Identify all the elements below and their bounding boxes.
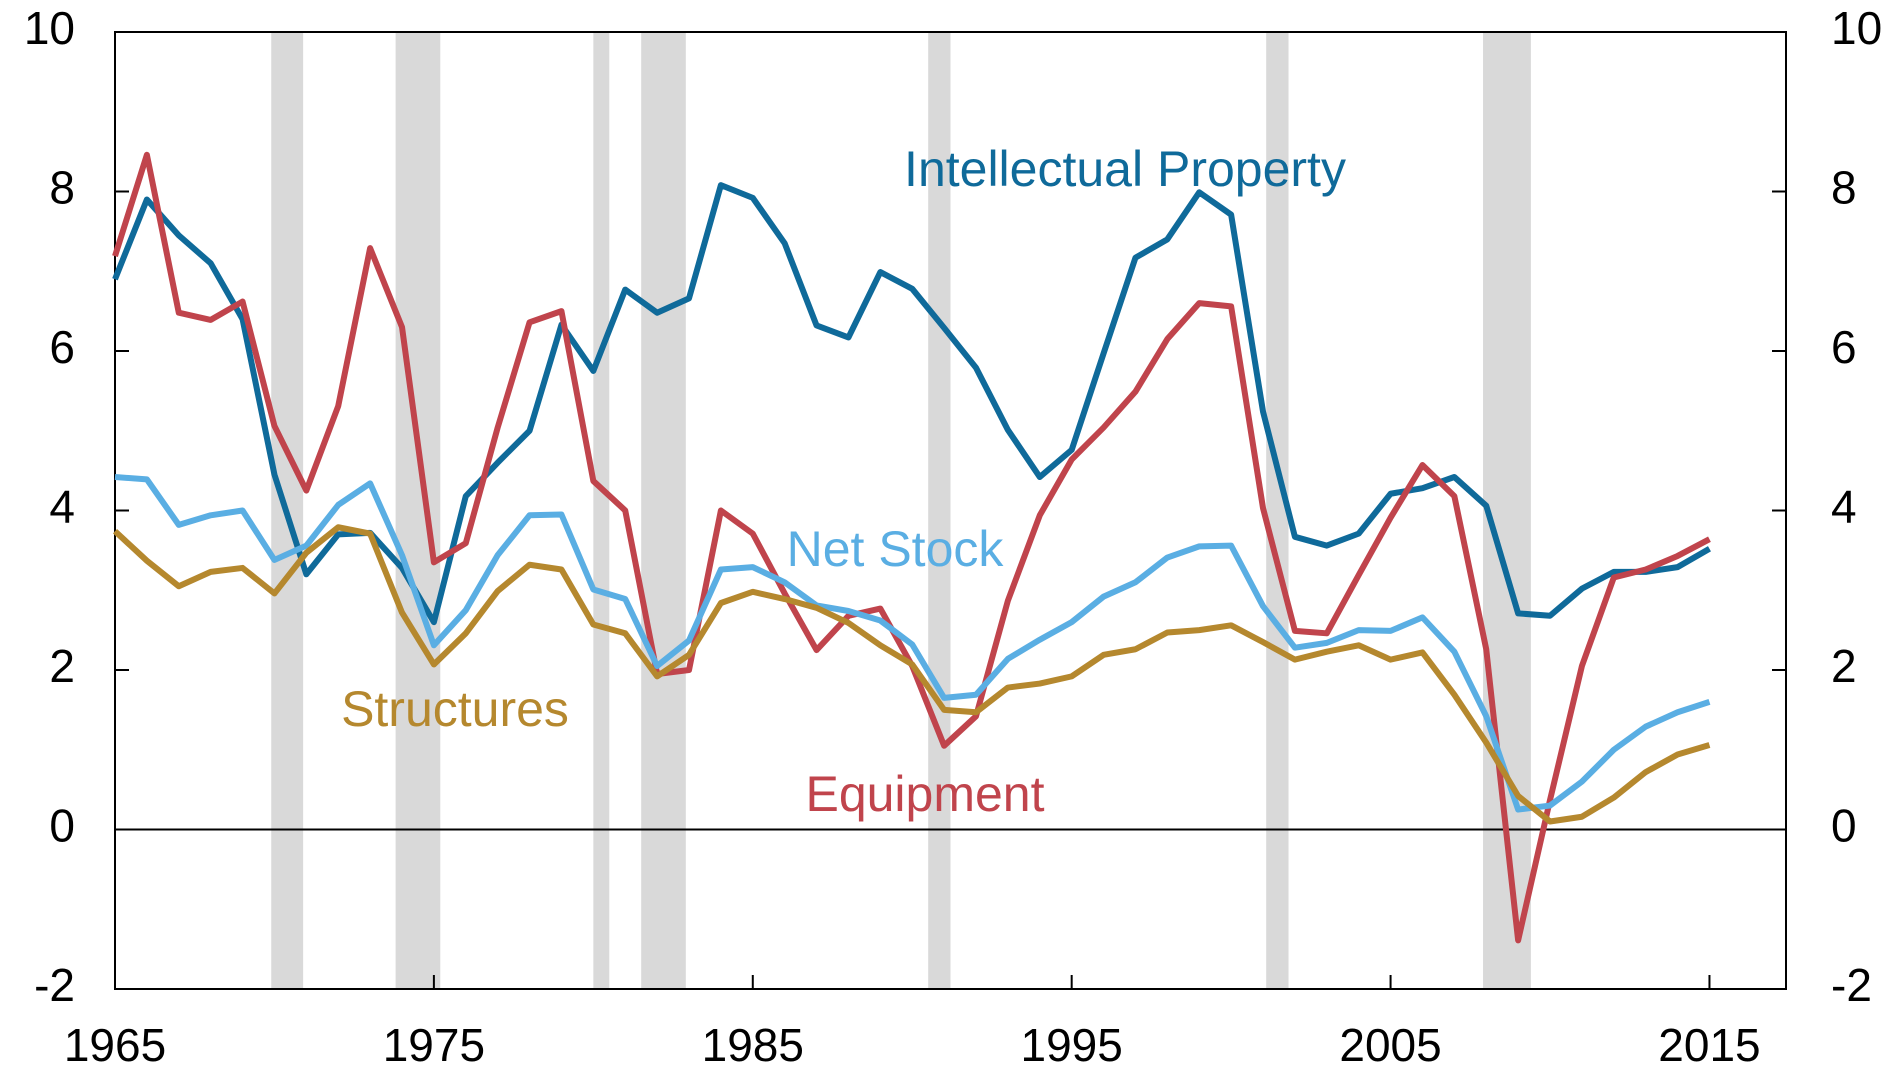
series-line	[112, 524, 1711, 825]
x-tick-label: 1995	[1021, 1019, 1123, 1071]
series-label: Net Stock	[787, 521, 1005, 577]
x-tick-label: 1985	[702, 1019, 804, 1071]
x-tick-label: 2005	[1339, 1019, 1441, 1071]
recession-band	[395, 32, 441, 989]
series-line	[114, 474, 1711, 813]
series-label: Equipment	[805, 766, 1044, 822]
x-tick-label: 1965	[64, 1019, 166, 1071]
y-tick-label: 6	[49, 321, 75, 373]
y-tick-label: 0	[49, 800, 75, 852]
recession-band	[641, 32, 686, 989]
y-tick-label: 10	[24, 2, 75, 54]
x-tick-label: 1975	[383, 1019, 485, 1071]
y2-tick-label: 6	[1831, 321, 1857, 373]
series-line	[112, 182, 1711, 626]
y2-tick-label: 8	[1831, 162, 1857, 214]
y2-tick-label: 4	[1831, 481, 1857, 533]
recession-band	[593, 32, 610, 989]
y2-tick-label: 2	[1831, 640, 1857, 692]
recession-band	[928, 32, 951, 989]
y2-tick-label: 0	[1831, 800, 1857, 852]
series-label: Structures	[341, 681, 569, 737]
y-tick-label: 8	[49, 162, 75, 214]
y2-tick-label: -2	[1831, 959, 1872, 1011]
series-label: Intellectual Property	[904, 141, 1346, 197]
x-tick-label: 2015	[1658, 1019, 1760, 1071]
y-tick-label: -2	[34, 959, 75, 1011]
recession-band	[1266, 32, 1289, 989]
plot-frame	[114, 31, 1787, 990]
y-tick-label: 4	[49, 481, 75, 533]
y2-tick-label: 10	[1831, 2, 1882, 54]
y-tick-label: 2	[49, 640, 75, 692]
